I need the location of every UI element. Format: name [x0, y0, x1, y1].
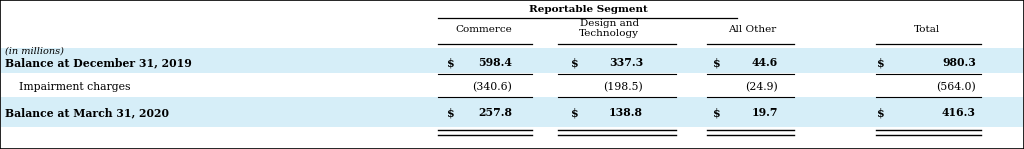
- Text: Commerce: Commerce: [455, 25, 512, 35]
- Text: $: $: [571, 107, 579, 118]
- Text: Technology: Technology: [580, 30, 639, 38]
- Text: 257.8: 257.8: [478, 107, 512, 118]
- Text: $: $: [877, 58, 884, 69]
- Text: Impairment charges: Impairment charges: [5, 82, 131, 92]
- Bar: [1, 97, 1023, 127]
- Text: Total: Total: [913, 25, 940, 35]
- Text: Balance at March 31, 2020: Balance at March 31, 2020: [5, 107, 169, 118]
- Text: $: $: [877, 107, 884, 118]
- Text: (564.0): (564.0): [936, 82, 976, 92]
- Text: Design and: Design and: [580, 20, 639, 28]
- Bar: [1, 48, 1023, 73]
- Text: 598.4: 598.4: [478, 58, 512, 69]
- Text: All Other: All Other: [728, 25, 777, 35]
- Text: (24.9): (24.9): [745, 82, 778, 92]
- Text: $: $: [571, 58, 579, 69]
- Text: $: $: [713, 107, 720, 118]
- Text: Reportable Segment: Reportable Segment: [529, 4, 648, 14]
- Text: Balance at December 31, 2019: Balance at December 31, 2019: [5, 58, 191, 69]
- Text: 19.7: 19.7: [752, 107, 778, 118]
- Text: $: $: [713, 58, 720, 69]
- Text: 138.8: 138.8: [609, 107, 643, 118]
- Text: 44.6: 44.6: [752, 58, 778, 69]
- Text: (340.6): (340.6): [472, 82, 512, 92]
- Text: $: $: [447, 107, 455, 118]
- Text: 416.3: 416.3: [942, 107, 976, 118]
- Text: (in millions): (in millions): [5, 46, 63, 55]
- Text: 980.3: 980.3: [942, 58, 976, 69]
- Text: (198.5): (198.5): [603, 82, 643, 92]
- Text: $: $: [447, 58, 455, 69]
- Text: 337.3: 337.3: [609, 58, 643, 69]
